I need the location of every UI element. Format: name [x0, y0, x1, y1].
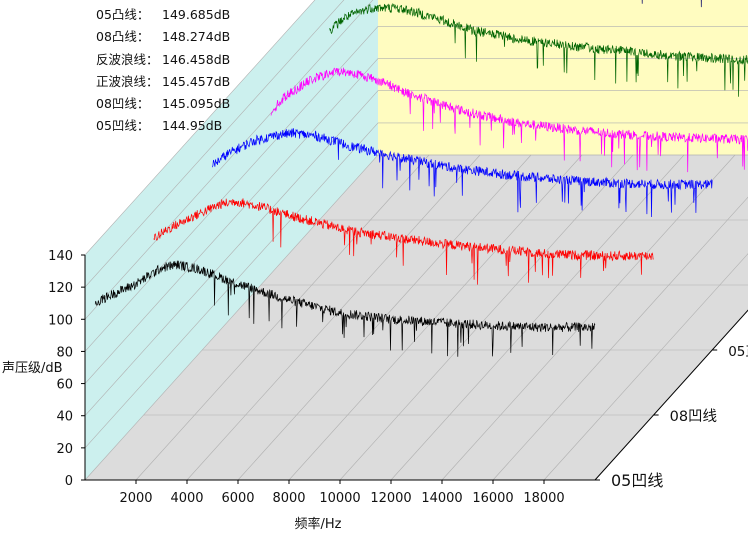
x-tick-label: 16000	[472, 491, 513, 506]
legend-row: 05凸线： 149.685dB	[96, 4, 230, 26]
legend-row: 08凸线： 148.274dB	[96, 26, 230, 48]
y-gridline	[84, 90, 748, 416]
x-tick-labels: 2000 4000 6000 8000 10000 12000 14000 16000 1800…	[119, 480, 565, 506]
series-line	[212, 128, 713, 218]
x-tick-label: 2000	[119, 491, 152, 506]
legend-name: 正波浪线：	[96, 73, 159, 89]
legend-row: 正波浪线： 145.457dB	[96, 71, 230, 93]
x-gridline	[543, 253, 748, 481]
x-tick-label: 12000	[370, 491, 411, 506]
legend-row: 08凹线： 145.095dB	[96, 93, 230, 115]
x-tick-label: 10000	[319, 491, 360, 506]
x-gridline	[186, 154, 481, 481]
y-tick-labels: 0 20 40 60 80 100 120 140	[48, 249, 85, 489]
legend-value: 144.95dB	[162, 118, 223, 134]
y-tick-label: 0	[65, 474, 73, 489]
left-wall-plane	[85, 0, 378, 480]
legend-name: 05凸线：	[96, 7, 150, 22]
legend-row: 反波浪线： 146.458dB	[96, 49, 230, 71]
x-tick-label: 4000	[170, 491, 203, 506]
legend-row: 05凹线： 144.95dB	[96, 115, 230, 137]
y-gridline	[84, 0, 345, 288]
legend-name: 08凸线：	[96, 29, 150, 45]
legend-value: 145.457dB	[162, 73, 231, 89]
series-axis-label: 05凹线	[611, 471, 663, 490]
y-tick-label: 40	[56, 410, 73, 425]
series-axis-labels: 05凹线08凹线05正波浪线05反波浪线08凸线05凸线	[595, 344, 748, 490]
legend-value: 145.095dB	[162, 96, 231, 112]
y-tick-label: 80	[56, 345, 73, 360]
series-line	[270, 67, 748, 173]
x-gridline	[492, 196, 748, 481]
legend-name: 反波浪线：	[96, 51, 159, 67]
x-gridline	[288, 154, 583, 481]
x-axis-label: 频率/Hz	[295, 516, 342, 532]
z-axis-line	[594, 309, 748, 481]
y-tick-label: 100	[48, 313, 73, 328]
legend-value: 149.685dB	[162, 7, 231, 22]
x-gridline	[390, 154, 685, 481]
gridlines	[84, 0, 748, 481]
y-tick-label: 140	[48, 249, 73, 264]
y-tick-label: 120	[48, 281, 73, 296]
series-line	[94, 260, 596, 357]
x-gridline	[135, 154, 430, 481]
x-tick-label: 6000	[221, 491, 254, 506]
series-axis-label: 05正波浪线	[728, 344, 748, 360]
series-line	[329, 3, 748, 97]
x-gridline	[441, 154, 736, 481]
legend-value: 148.274dB	[162, 29, 231, 45]
legend-name: 05凹线：	[96, 118, 150, 134]
x-tick-label: 8000	[272, 491, 305, 506]
x-tick-label: 14000	[421, 491, 462, 506]
floor-plane	[85, 155, 748, 480]
series-group	[94, 0, 748, 357]
y-tick-label: 60	[56, 378, 73, 393]
peak-legend: 05凸线： 149.685dB 08凸线： 148.274dB 反波浪线： 146.4…	[96, 4, 230, 138]
y-axis-label: 声压级/dB	[2, 361, 63, 376]
x-gridline	[339, 154, 634, 481]
y-gridline	[84, 0, 374, 320]
y-tick-label: 20	[56, 442, 73, 457]
legend-name: 08凹线：	[96, 96, 150, 112]
y-gridline	[84, 26, 748, 352]
series-axis-label: 08凹线	[670, 408, 717, 425]
series-line	[153, 198, 654, 285]
y-gridline	[84, 0, 316, 256]
legend-value: 146.458dB	[162, 51, 231, 67]
x-tick-label: 18000	[523, 491, 564, 506]
y-gridline	[84, 122, 748, 449]
